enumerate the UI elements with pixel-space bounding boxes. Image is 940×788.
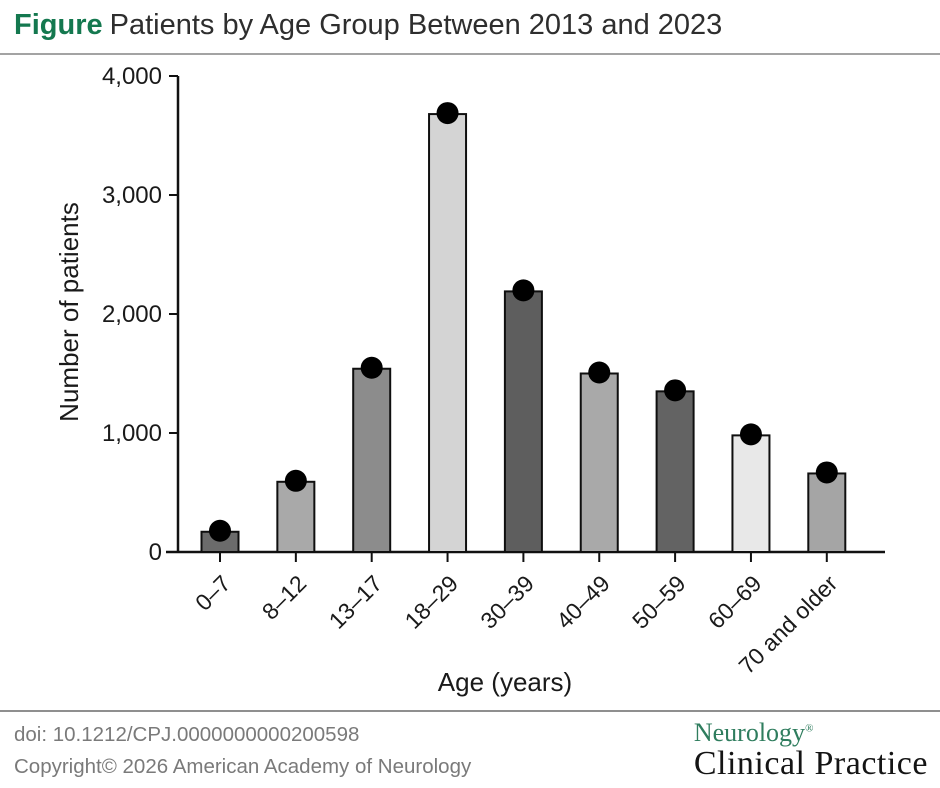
bar-chart: 0 1,000 2,000 3,000 4,000 0–7 8–12 13–17 18–29 30… [54, 63, 885, 697]
bar-dot [209, 519, 231, 542]
logo-clinical-practice: Clinical Practice [693, 745, 928, 783]
chart-plot-area: 0 1,000 2,000 3,000 4,000 0–7 8–12 13–17 18–29 30… [102, 63, 885, 679]
y-tick-label: 4,000 [102, 63, 162, 90]
footer-meta: doi: 10.1212/CPJ.0000000000200598 Copyri… [14, 719, 471, 783]
y-tick-label: 3,000 [102, 182, 162, 209]
y-tick-label: 1,000 [102, 420, 162, 447]
bar [579, 372, 619, 553]
x-tick-label: 50–59 [627, 570, 691, 634]
x-tick-label: 13–17 [324, 570, 388, 634]
registered-mark: ® [805, 722, 814, 735]
bar-dot [815, 461, 838, 484]
bar [428, 113, 468, 554]
bar-dot [360, 356, 383, 379]
figure-label: Figure [14, 9, 103, 41]
bar [655, 390, 695, 553]
y-tick-label: 0 [149, 539, 162, 566]
bar-dot [588, 361, 611, 384]
x-tick-label: 8–12 [257, 570, 312, 625]
bar [352, 367, 392, 553]
bar [731, 434, 771, 554]
y-axis-title: Number of patients [54, 202, 84, 422]
logo-neurology-text: Neurology [693, 718, 806, 747]
bar [807, 472, 847, 553]
logo-neurology: Neurology® [694, 719, 928, 746]
copyright-text: Copyright© 2026 American Academy of Neur… [14, 754, 472, 778]
y-tick-label: 2,000 [102, 301, 162, 328]
bar-dot [739, 423, 762, 446]
figure-title: Figure Patients by Age Group Between 2013… [14, 9, 926, 42]
journal-logo: Neurology® Clinical Practice [694, 719, 928, 783]
doi-text: doi: 10.1212/CPJ.0000000000200598 [14, 723, 360, 746]
figure-header: Figure Patients by Age Group Between 2013… [0, 0, 940, 55]
bar-dot [436, 102, 459, 125]
x-tick-label: 30–39 [475, 570, 539, 634]
bar-dot [284, 469, 307, 492]
bar [503, 290, 543, 553]
x-tick-label: 60–69 [703, 570, 767, 634]
x-tick-label: 0–7 [190, 570, 236, 616]
bar-dot [664, 379, 687, 402]
x-tick-label: 40–49 [551, 570, 615, 634]
x-axis-title: Age (years) [438, 667, 572, 697]
bar [276, 480, 316, 554]
figure-title-text: Patients by Age Group Between 2013 and 2… [109, 9, 723, 41]
x-tick-label: 18–29 [399, 570, 463, 634]
bar-dot [512, 279, 535, 302]
figure-footer: doi: 10.1212/CPJ.0000000000200598 Copyri… [0, 710, 940, 788]
